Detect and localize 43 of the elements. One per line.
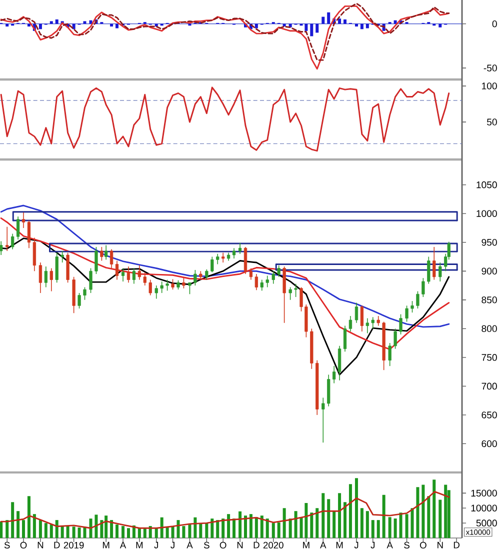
x-tick-label: A — [120, 542, 126, 548]
y-tick-label: 800 — [482, 325, 497, 332]
x-tick-label: O — [220, 542, 226, 548]
x-tick-label: A — [186, 542, 193, 548]
y-tick-label: 5000 — [476, 520, 497, 526]
x-tick-label: S — [204, 542, 210, 548]
x-tick-label: M — [336, 542, 343, 548]
y-tick-label: 1050 — [476, 181, 497, 188]
y-tick-label: 700 — [482, 382, 497, 390]
x-tick-label: D — [454, 542, 460, 548]
x-tick-label: M — [136, 542, 143, 548]
x-tick-label: N — [237, 542, 243, 548]
y-tick-label: 900 — [482, 268, 497, 275]
x-tick-label: S — [404, 542, 410, 548]
y-tick-label: 600 — [482, 440, 497, 448]
x-tick-label: 2019 — [64, 542, 84, 548]
x-tick-label: A — [320, 542, 326, 548]
y-tick-label: 15000 — [471, 490, 497, 497]
x-tick-label: J — [370, 542, 375, 548]
x-tick-label: J — [170, 542, 174, 548]
x-tick-label: M — [303, 542, 310, 548]
y-tick-label: 100 — [482, 82, 497, 90]
x-tick-label: O — [420, 542, 426, 548]
x-tick-label: J — [354, 542, 358, 548]
x-tick-label: N — [38, 542, 44, 548]
x-tick-label: O — [20, 542, 27, 548]
x-tick-label: M — [102, 542, 110, 548]
y-tick-label: 10000 — [471, 504, 497, 512]
x-tick-label: J — [154, 542, 158, 548]
y-tick-label: 950 — [482, 238, 497, 246]
x-tick-label: D — [254, 542, 260, 548]
x-tick-label: 2020 — [263, 542, 284, 548]
y-tick-label: 850 — [482, 296, 497, 304]
x-tick-label: N — [438, 542, 443, 548]
x-tick-label: A — [386, 542, 393, 548]
y-tick-label: 0 — [492, 20, 497, 28]
x-tick-label: S — [4, 542, 10, 548]
y-tick-label: -50 — [484, 64, 497, 72]
y-tick-label: 650 — [482, 412, 497, 418]
y-tick-label: 750 — [482, 354, 497, 361]
x-tick-label: D — [54, 542, 60, 548]
y-tick-label: 50 — [487, 118, 497, 126]
y-tick-label: 1000 — [476, 210, 497, 217]
